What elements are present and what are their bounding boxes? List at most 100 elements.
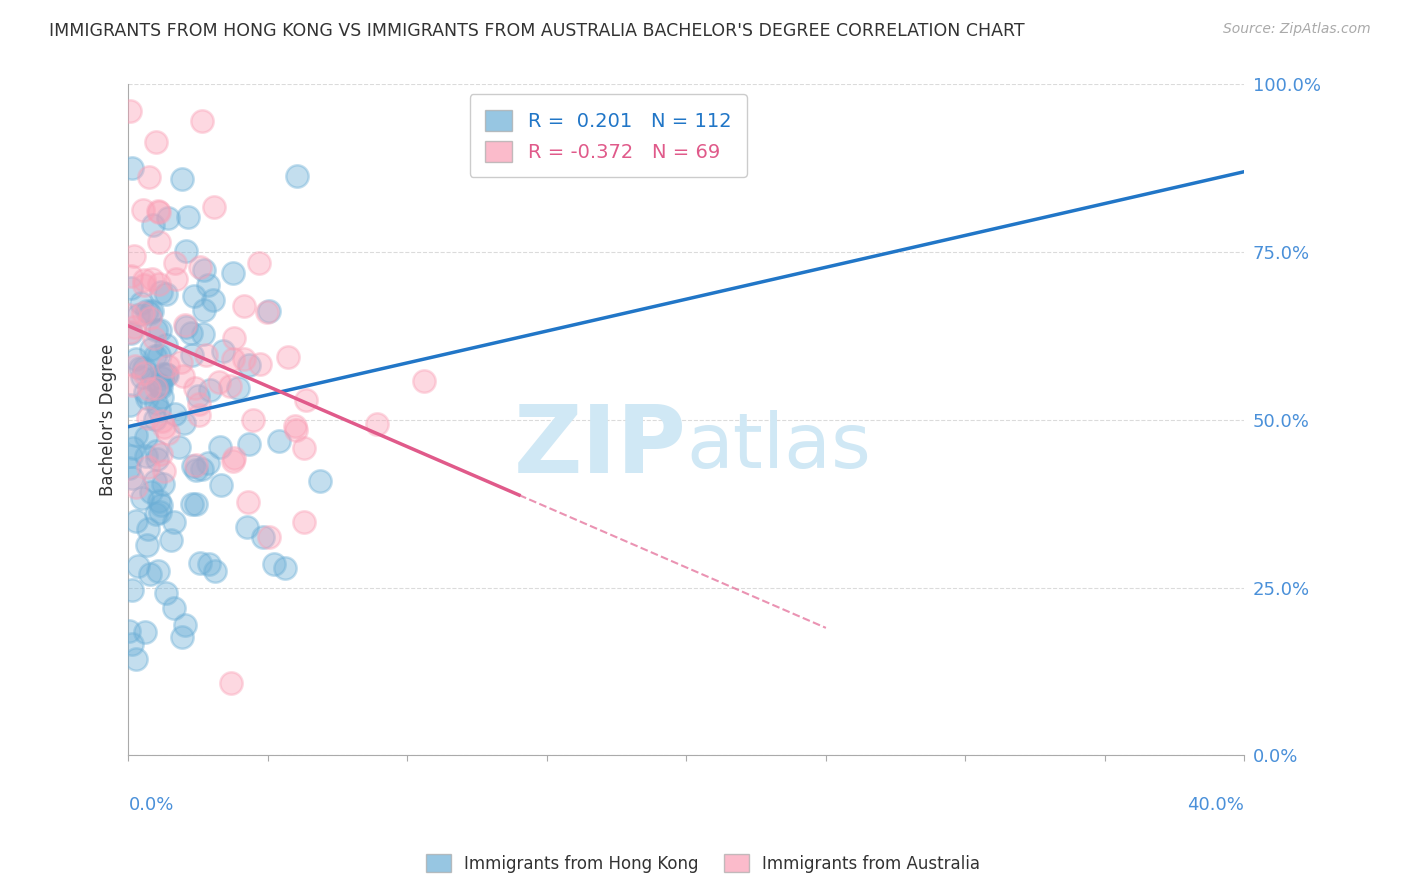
Point <box>238 358 260 372</box>
Point <box>249 357 271 371</box>
Point <box>173 416 195 430</box>
Point <box>238 436 260 450</box>
Point <box>195 348 218 362</box>
Point <box>127 308 149 322</box>
Point <box>222 451 245 466</box>
Point <box>148 277 170 291</box>
Point <box>118 308 141 322</box>
Point <box>267 434 290 449</box>
Point <box>124 515 146 529</box>
Point <box>142 331 165 345</box>
Point <box>190 260 212 275</box>
Point <box>177 211 200 225</box>
Point <box>155 286 177 301</box>
Point <box>152 367 174 381</box>
Point <box>274 561 297 575</box>
Point <box>150 370 173 384</box>
Point <box>132 306 155 320</box>
Point <box>163 407 186 421</box>
Point <box>148 378 170 392</box>
Point <box>226 381 249 395</box>
Point <box>187 408 209 422</box>
Point <box>256 304 278 318</box>
Point <box>135 449 157 463</box>
Point <box>193 303 215 318</box>
Point <box>193 326 215 341</box>
Point <box>141 304 163 318</box>
Point <box>232 351 254 366</box>
Point <box>222 331 245 345</box>
Point <box>155 338 177 352</box>
Point <box>152 476 174 491</box>
Point <box>174 319 197 334</box>
Point <box>221 676 243 690</box>
Point <box>153 420 176 434</box>
Text: 0.0%: 0.0% <box>128 796 174 814</box>
Point <box>187 389 209 403</box>
Point <box>125 652 148 666</box>
Point <box>172 172 194 186</box>
Point <box>277 351 299 365</box>
Legend: R =  0.201   N = 112, R = -0.372   N = 69: R = 0.201 N = 112, R = -0.372 N = 69 <box>470 95 747 178</box>
Point <box>145 396 167 410</box>
Point <box>120 449 142 463</box>
Point <box>222 266 245 280</box>
Point <box>222 454 245 468</box>
Point <box>121 161 143 175</box>
Point <box>191 462 214 476</box>
Legend: Immigrants from Hong Kong, Immigrants from Australia: Immigrants from Hong Kong, Immigrants fr… <box>419 847 987 880</box>
Point <box>138 170 160 185</box>
Point <box>172 368 194 383</box>
Point <box>136 411 159 425</box>
Point <box>121 471 143 485</box>
Point <box>149 285 172 300</box>
Point <box>257 530 280 544</box>
Point <box>200 383 222 397</box>
Point <box>295 392 318 407</box>
Point <box>186 497 208 511</box>
Point <box>138 382 160 396</box>
Point <box>163 601 186 615</box>
Point <box>170 355 193 369</box>
Point <box>197 277 219 292</box>
Point <box>131 369 153 384</box>
Point <box>136 460 159 475</box>
Point <box>134 277 156 292</box>
Point <box>188 557 211 571</box>
Point <box>120 269 142 284</box>
Text: ZIP: ZIP <box>513 401 686 492</box>
Point <box>174 618 197 632</box>
Point <box>198 558 221 572</box>
Point <box>139 311 162 326</box>
Point <box>139 342 162 356</box>
Point <box>155 367 177 381</box>
Point <box>134 360 156 375</box>
Point <box>413 374 436 388</box>
Point <box>136 522 159 536</box>
Point <box>148 402 170 417</box>
Point <box>149 505 172 519</box>
Point <box>186 463 208 477</box>
Point <box>263 557 285 571</box>
Point <box>257 304 280 318</box>
Point <box>122 320 145 334</box>
Point <box>285 169 308 183</box>
Point <box>136 392 159 406</box>
Point <box>146 452 169 467</box>
Point <box>150 390 173 404</box>
Point <box>232 299 254 313</box>
Point <box>242 412 264 426</box>
Point <box>184 381 207 395</box>
Point <box>180 326 202 340</box>
Point <box>366 417 388 432</box>
Point <box>155 586 177 600</box>
Point <box>167 440 190 454</box>
Point <box>292 515 315 529</box>
Text: IMMIGRANTS FROM HONG KONG VS IMMIGRANTS FROM AUSTRALIA BACHELOR'S DEGREE CORRELA: IMMIGRANTS FROM HONG KONG VS IMMIGRANTS … <box>49 22 1025 40</box>
Point <box>145 323 167 337</box>
Text: 40.0%: 40.0% <box>1188 796 1244 814</box>
Point <box>134 624 156 639</box>
Point <box>125 428 148 442</box>
Point <box>118 104 141 119</box>
Point <box>193 263 215 277</box>
